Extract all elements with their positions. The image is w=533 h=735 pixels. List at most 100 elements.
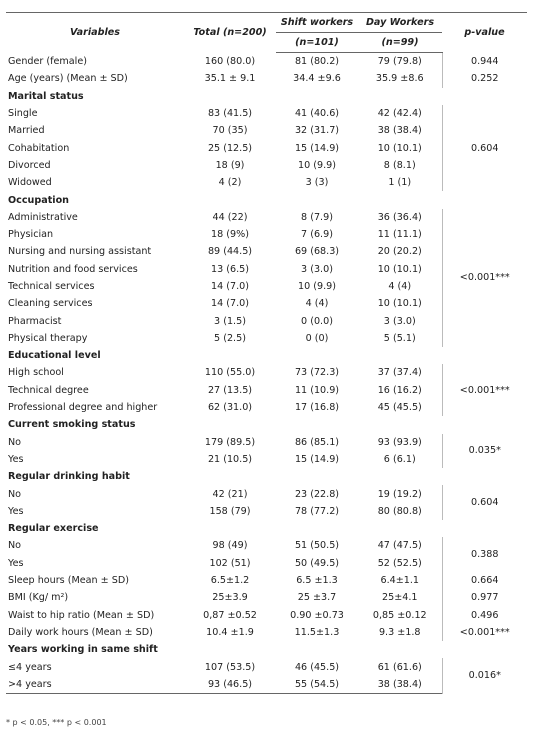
value-cell: 7 (6.9) [301, 229, 333, 241]
section-heading: Marital status [8, 90, 84, 102]
data-row: Sleep hours (Mean ± SD) 6.5±1.2 6.5 ±1.3 6.… [6, 571, 527, 590]
value-cell: 0.90 ±0.73 [290, 609, 344, 621]
value-cell: 9.3 ±1.8 [378, 626, 421, 638]
heading-row: Current smoking status [6, 416, 527, 433]
value-cell: 42 (42.4) [377, 108, 422, 120]
value-cell: 44 (22) [212, 211, 248, 223]
data-row: Cleaning services 14 (7.0) 4 (4) 10 (10.1) [6, 295, 527, 312]
value-cell: 0,85 ±0.12 [372, 609, 427, 621]
p-value: 0.604 [441, 485, 527, 521]
data-row: No 42 (21) 23 (22.8) 19 (19.2) 0.604 [6, 485, 527, 521]
value-cell: 15 (14.9) [294, 453, 340, 465]
value-cell: 3 (1.5) [214, 315, 246, 327]
value-cell: 38 (38.4) [358, 675, 442, 694]
row-label: BMI (Kg/ m²) [8, 592, 69, 604]
data-row: Nursing and nursing assistant 89 (44.5) 69… [6, 243, 527, 260]
value-cell: 15 (14.9) [294, 142, 340, 154]
data-row: Technical services 14 (7.0) 10 (9.9) 4 (4) [6, 278, 527, 295]
value-cell: 13 (6.5) [210, 263, 249, 275]
row-label: Cohabitation [8, 142, 70, 154]
value-cell: 25±3.9 [212, 592, 248, 604]
data-row: Gender (female) 160 (80.0) 81 (80.2) 79 (79… [6, 52, 527, 71]
value-cell: 36 (36.4) [377, 211, 422, 223]
value-cell: 20 (20.2) [377, 246, 422, 258]
row-label: Nursing and nursing assistant [8, 246, 152, 258]
p-value: <0.001*** [441, 364, 527, 417]
row-label: Single [8, 108, 38, 120]
header-cell: (n=101) [276, 32, 358, 53]
row-label: Sleep hours (Mean ± SD) [8, 575, 129, 587]
value-cell: 37 (37.4) [377, 367, 422, 379]
row-label: Yes [8, 453, 24, 465]
data-table: Variables Total (n=200) Shift workers Da… [6, 12, 527, 694]
p-value: 0.496 [441, 606, 527, 624]
row-label: Technical services [8, 281, 95, 292]
p-value: 0.604 [441, 104, 527, 192]
data-row: Married 70 (35) 32 (31.7) 38 (38.4) [6, 122, 527, 139]
p-value: 0.388 [441, 537, 527, 572]
heading-row: Occupation [6, 191, 527, 208]
value-cell: 18 (9%) [211, 229, 249, 241]
value-cell: 69 (68.3) [294, 246, 340, 258]
data-row: Daily work hours (Mean ± SD) 10.4 ±1.9 11.… [6, 623, 527, 642]
row-label: No [8, 488, 22, 500]
value-cell: 14 (7.0) [210, 298, 249, 310]
data-row: Physical therapy 5 (2.5) 0 (0) 5 (5.1) [6, 330, 527, 347]
value-cell: 6.5 ±1.3 [296, 575, 338, 587]
heading-row: Years working in same shift [6, 641, 527, 658]
value-cell: 35.9 ±8.6 [375, 73, 424, 85]
data-row: Professional degree and higher 62 (31.0) 1… [6, 399, 527, 416]
value-cell: 46 (45.5) [294, 661, 340, 673]
row-label: Technical degree [8, 384, 89, 396]
value-cell: 23 (22.8) [294, 488, 340, 500]
value-cell: 160 (80.0) [204, 55, 256, 67]
data-row: High school 110 (55.0) 73 (72.3) 37 (37.4) <… [6, 364, 527, 417]
section-heading: Regular exercise [8, 523, 99, 535]
data-row: Waist to hip ratio (Mean ± SD) 0,87 ±0.52… [6, 606, 527, 624]
data-row: Administrative 44 (22) 8 (7.9) 36 (36.4) <0.… [6, 208, 527, 348]
value-cell: 50 (49.5) [294, 557, 340, 569]
value-cell: 10 (10.1) [377, 263, 422, 275]
value-cell: 98 (49) [212, 540, 248, 552]
data-row: Yes 21 (10.5) 15 (14.9) 6 (6.1) [6, 451, 527, 468]
value-cell: 34.4 ±9.6 [293, 73, 341, 85]
value-cell: 17 (16.8) [294, 402, 340, 414]
data-row: Pharmacist 3 (1.5) 0 (0.0) 3 (3.0) [6, 312, 527, 329]
row-label: Administrative [8, 211, 78, 223]
row-label: Waist to hip ratio (Mean ± SD) [8, 609, 155, 621]
heading-row: Regular exercise [6, 520, 527, 537]
value-cell: 0 (0.0) [301, 315, 333, 327]
row-label: High school [8, 367, 64, 379]
data-row: Technical degree 27 (13.5) 11 (10.9) 16 (16… [6, 382, 527, 399]
row-label: No [8, 540, 22, 552]
value-cell: 10 (9.9) [297, 281, 336, 292]
data-row: No 98 (49) 51 (50.5) 47 (47.5) 0.388 [6, 537, 527, 572]
value-cell: 6.4±1.1 [380, 575, 420, 587]
data-row: Divorced 18 (9) 10 (9.9) 8 (8.1) [6, 157, 527, 174]
value-cell: 8 (7.9) [301, 211, 333, 223]
row-label: Physical therapy [8, 332, 88, 344]
value-cell: 62 (31.0) [207, 402, 253, 414]
value-cell: 27 (13.5) [207, 384, 253, 396]
header-cell: Shift workers [276, 12, 358, 33]
row-label: >4 years [6, 675, 184, 694]
value-cell: 61 (61.6) [377, 661, 422, 673]
value-cell: 5 (2.5) [214, 332, 246, 344]
value-cell: 89 (44.5) [207, 246, 253, 258]
value-cell: 16 (16.2) [377, 384, 422, 396]
row-label: Pharmacist [8, 315, 62, 327]
value-cell: 6.5±1.2 [210, 575, 250, 587]
heading-row: Marital status [6, 88, 527, 105]
row-label: Physician [8, 229, 54, 241]
value-cell: 3 (3.0) [301, 263, 333, 275]
value-cell: 11.5±1.3 [294, 626, 340, 638]
p-value: 0.252 [441, 70, 527, 88]
value-cell: 11 (11.1) [377, 229, 422, 241]
section-heading: Regular drinking habit [8, 471, 130, 483]
heading-row: Regular drinking habit [6, 468, 527, 485]
value-cell: 35.1 ± 9.1 [204, 73, 256, 85]
value-cell: 5 (5.1) [383, 332, 416, 344]
value-cell: 158 (79) [209, 505, 251, 517]
value-cell: 110 (55.0) [204, 367, 256, 379]
